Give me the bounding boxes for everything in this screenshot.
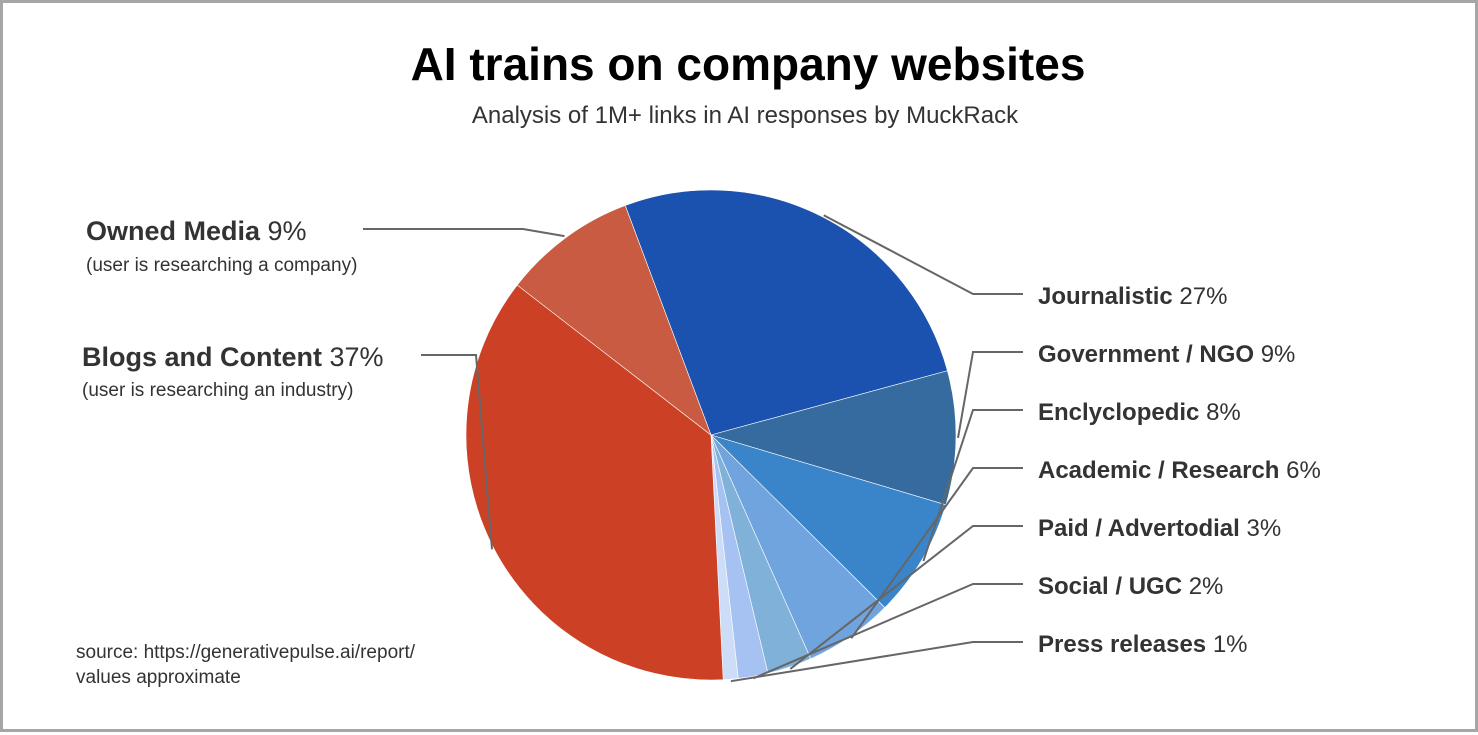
slice-label-press-releases: Press releases 1% (1038, 631, 1248, 658)
slice-label-owned-media: Owned Media 9% (86, 216, 307, 246)
leader-lines (363, 214, 1023, 683)
leader-line-enclyclopedic (922, 409, 1023, 562)
chart-title: AI trains on company websites (411, 38, 1086, 90)
pie-slice-journalistic (624, 189, 948, 436)
leader-line-press-releases (730, 641, 1023, 683)
slice-label-government-ngo: Government / NGO 9% (1038, 341, 1295, 368)
chart-subtitle: Analysis of 1M+ links in AI responses by… (472, 102, 1019, 129)
leader-line-social-ugc (753, 583, 1023, 680)
slice-label-value: 37% (329, 342, 383, 372)
slice-label-enclyclopedic: Enclyclopedic 8% (1038, 399, 1241, 426)
slice-label-name: Owned Media (86, 216, 268, 246)
slice-label-name: Social / UGC (1038, 573, 1189, 600)
slice-label-name: Enclyclopedic (1038, 399, 1206, 426)
pie-slice-blogs-and-content (465, 284, 724, 681)
slice-label-social-ugc: Social / UGC 2% (1038, 573, 1223, 600)
leader-line-academic-research (850, 467, 1023, 639)
slice-label-value: 8% (1206, 399, 1241, 426)
slice-label-journalistic: Journalistic 27% (1038, 283, 1227, 310)
slice-note-blogs-and-content: (user is researching an industry) (82, 380, 353, 401)
slice-label-value: 9% (268, 216, 307, 246)
leader-line-owned-media (363, 228, 565, 238)
slice-label-blogs-and-content: Blogs and Content 37% (82, 342, 384, 372)
pie-slice-government-ngo (709, 370, 957, 506)
slice-label-name: Academic / Research (1038, 457, 1286, 484)
slice-label-name: Journalistic (1038, 283, 1179, 310)
pie-slices (465, 189, 957, 681)
slice-label-value: 9% (1261, 341, 1296, 368)
slice-label-value: 2% (1189, 573, 1224, 600)
slice-label-name: Press releases (1038, 631, 1213, 658)
slice-label-name: Blogs and Content (82, 342, 329, 372)
source-line-1: source: https://generativepulse.ai/repor… (76, 642, 416, 663)
slice-label-value: 1% (1213, 631, 1248, 658)
pie-chart: AI trains on company websites Analysis o… (76, 38, 1321, 688)
slice-label-name: Government / NGO (1038, 341, 1261, 368)
slice-label-name: Paid / Advertodial (1038, 515, 1247, 542)
leader-line-government-ngo (957, 351, 1023, 439)
slice-labels: Journalistic 27% Government / NGO 9% Encly… (82, 216, 1321, 658)
source-line-2: values approximate (76, 667, 241, 688)
pie-slice-owned-media (516, 205, 712, 436)
slice-label-value: 27% (1179, 283, 1227, 310)
slice-note-owned-media: (user is researching a company) (86, 255, 357, 276)
slice-label-academic-research: Academic / Research 6% (1038, 457, 1321, 484)
leader-line-paid-advertodial (789, 525, 1023, 670)
leader-line-journalistic (823, 214, 1023, 295)
slice-label-paid-advertodial: Paid / Advertodial 3% (1038, 515, 1281, 542)
slice-label-value: 6% (1286, 457, 1321, 484)
slice-label-value: 3% (1247, 515, 1282, 542)
leader-line-blogs-and-content (421, 354, 493, 550)
